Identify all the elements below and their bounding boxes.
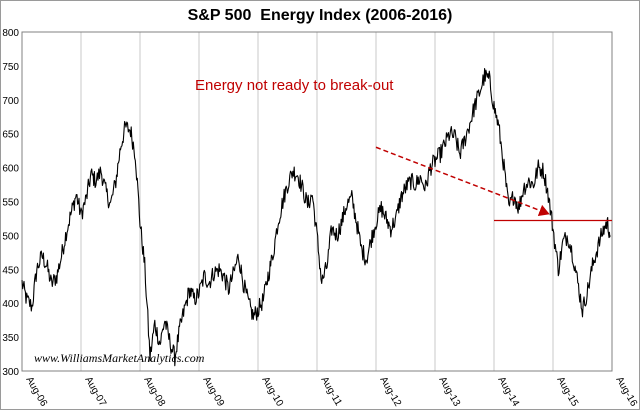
x-tick-label: Aug-09 [200, 375, 226, 409]
x-tick-label: Aug-13 [436, 375, 462, 409]
series-line [21, 68, 611, 367]
y-tick-label: 400 [2, 299, 19, 310]
y-tick-label: 450 [2, 265, 19, 276]
y-tick-label: 600 [2, 164, 19, 175]
chart-title: S&P 500 Energy Index (2006-2016) [187, 7, 453, 24]
trend-arrow [375, 146, 550, 217]
y-tick-label: 350 [2, 333, 19, 344]
x-tick-label: Aug-11 [318, 375, 343, 408]
y-tick-label: 650 [2, 130, 19, 141]
x-tick-label: Aug-06 [23, 375, 49, 409]
chart-annotation: Energy not ready to break-out [195, 77, 394, 94]
watermark-text: www.WilliamsMarketAnalytics.com [34, 351, 205, 365]
x-tick-label: Aug-12 [377, 375, 403, 409]
x-tick-label: Aug-08 [141, 375, 167, 409]
x-tick-label: Aug-10 [259, 375, 285, 409]
series-layer [21, 68, 611, 367]
y-tick-label: 500 [2, 231, 19, 242]
y-tick-label: 300 [2, 367, 19, 378]
x-tick-label: Aug-16 [613, 375, 639, 409]
y-tick-label: 800 [2, 28, 19, 39]
x-axis: Aug-06 Aug-07 Aug-08 Aug-09 Aug-10 Aug-11 Aug-… [23, 375, 639, 409]
x-tick-label: Aug-07 [82, 375, 108, 409]
y-tick-label: 700 [2, 96, 19, 107]
annotation-layer [375, 146, 612, 222]
x-tick-label: Aug-15 [554, 375, 580, 409]
y-tick-label: 750 [2, 62, 19, 73]
x-tick-label: Aug-14 [495, 375, 521, 409]
y-tick-label: 550 [2, 198, 19, 209]
plot-area-border [21, 31, 613, 372]
y-axis: 300 350 400 450 500 550 600 650 700 750 800 [2, 28, 19, 378]
